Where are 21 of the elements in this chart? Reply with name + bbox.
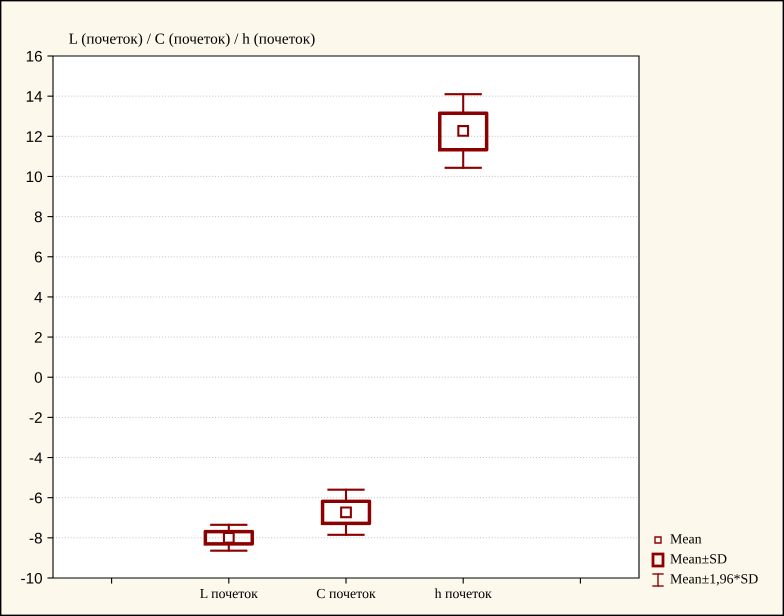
text: Mean±SD <box>670 554 726 564</box>
y-tick-label: 14 <box>26 91 42 102</box>
y-tick-label: 6 <box>34 252 42 262</box>
y-tick-label: 2 <box>34 332 42 343</box>
y-tick-label: 12 <box>26 131 42 142</box>
y-tick-label: -10 <box>21 572 42 584</box>
x-tick-label: C почеток <box>316 588 376 598</box>
y-tick-label: 4 <box>34 292 42 302</box>
y-tick-label: 10 <box>26 171 42 182</box>
chart-title: L (почеток) / C (почеток) / h (почеток) <box>69 33 315 47</box>
text: Mean <box>670 534 702 544</box>
x-tick-label: L почеток <box>200 588 258 598</box>
y-tick-label: -4 <box>30 452 42 464</box>
y-tick-label: 16 <box>26 50 42 62</box>
x-tick-label: h почеток <box>434 588 492 598</box>
y-tick-label: -6 <box>30 492 42 504</box>
text: Mean±1,96*SD <box>670 574 758 586</box>
y-tick-label: 8 <box>34 211 42 222</box>
y-tick-label: 0 <box>34 372 42 383</box>
y-tick-label: -2 <box>30 412 42 423</box>
y-tick-label: -8 <box>30 532 42 544</box>
